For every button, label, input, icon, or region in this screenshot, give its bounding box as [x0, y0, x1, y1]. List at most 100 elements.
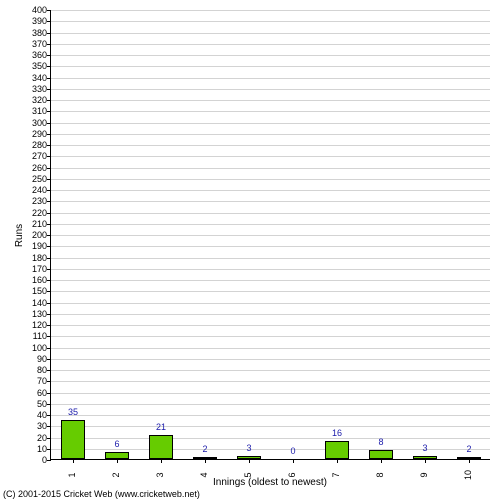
- xtick-mark: [293, 459, 294, 463]
- gridline: [51, 426, 490, 427]
- gridline: [51, 246, 490, 247]
- gridline: [51, 55, 490, 56]
- gridline: [51, 235, 490, 236]
- ytick-mark: [47, 100, 51, 101]
- ytick-label: 340: [32, 73, 47, 83]
- gridline: [51, 78, 490, 79]
- ytick-mark: [47, 336, 51, 337]
- ytick-label: 50: [37, 399, 47, 409]
- ytick-label: 90: [37, 354, 47, 364]
- ytick-label: 170: [32, 264, 47, 274]
- ytick-mark: [47, 145, 51, 146]
- xtick-label: 2: [111, 470, 121, 480]
- ytick-label: 10: [37, 444, 47, 454]
- ytick-mark: [47, 258, 51, 259]
- xtick-label: 6: [287, 470, 297, 480]
- bar: [413, 456, 437, 459]
- ytick-mark: [47, 89, 51, 90]
- ytick-label: 250: [32, 174, 47, 184]
- ytick-mark: [47, 314, 51, 315]
- ytick-mark: [47, 269, 51, 270]
- ytick-mark: [47, 213, 51, 214]
- ytick-label: 320: [32, 95, 47, 105]
- ytick-label: 230: [32, 196, 47, 206]
- ytick-label: 60: [37, 388, 47, 398]
- ytick-mark: [47, 291, 51, 292]
- ytick-mark: [47, 44, 51, 45]
- xtick-mark: [425, 459, 426, 463]
- xtick-mark: [381, 459, 382, 463]
- xtick-label: 3: [155, 470, 165, 480]
- xtick-mark: [73, 459, 74, 463]
- gridline: [51, 111, 490, 112]
- ytick-label: 300: [32, 118, 47, 128]
- gridline: [51, 370, 490, 371]
- gridline: [51, 190, 490, 191]
- xtick-label: 4: [199, 470, 209, 480]
- ytick-mark: [47, 393, 51, 394]
- gridline: [51, 393, 490, 394]
- gridline: [51, 381, 490, 382]
- ytick-mark: [47, 235, 51, 236]
- gridline: [51, 359, 490, 360]
- gridline: [51, 404, 490, 405]
- bar-value-label: 3: [422, 443, 427, 453]
- bar-value-label: 16: [332, 428, 342, 438]
- ytick-label: 40: [37, 410, 47, 420]
- ytick-label: 160: [32, 275, 47, 285]
- ytick-mark: [47, 55, 51, 56]
- ytick-mark: [47, 449, 51, 450]
- gridline: [51, 21, 490, 22]
- ytick-mark: [47, 303, 51, 304]
- ytick-label: 70: [37, 376, 47, 386]
- bar: [457, 457, 481, 459]
- xtick-mark: [337, 459, 338, 463]
- gridline: [51, 123, 490, 124]
- gridline: [51, 415, 490, 416]
- ytick-mark: [47, 415, 51, 416]
- ytick-mark: [47, 325, 51, 326]
- gridline: [51, 348, 490, 349]
- gridline: [51, 280, 490, 281]
- bar-value-label: 0: [290, 446, 295, 456]
- ytick-mark: [47, 190, 51, 191]
- ytick-mark: [47, 426, 51, 427]
- bar: [105, 452, 129, 459]
- ytick-mark: [47, 201, 51, 202]
- gridline: [51, 10, 490, 11]
- ytick-mark: [47, 168, 51, 169]
- xtick-label: 7: [331, 470, 341, 480]
- ytick-label: 390: [32, 16, 47, 26]
- ytick-label: 190: [32, 241, 47, 251]
- xtick-mark: [469, 459, 470, 463]
- bar: [149, 435, 173, 459]
- ytick-mark: [47, 381, 51, 382]
- chart-area: 3562123016832: [50, 10, 490, 460]
- ytick-mark: [47, 123, 51, 124]
- ytick-mark: [47, 179, 51, 180]
- ytick-label: 180: [32, 253, 47, 263]
- gridline: [51, 156, 490, 157]
- bar-value-label: 8: [378, 437, 383, 447]
- ytick-label: 120: [32, 320, 47, 330]
- xtick-mark: [205, 459, 206, 463]
- ytick-label: 110: [33, 331, 47, 341]
- gridline: [51, 325, 490, 326]
- ytick-label: 350: [32, 61, 47, 71]
- gridline: [51, 134, 490, 135]
- ytick-mark: [47, 134, 51, 135]
- ytick-mark: [47, 78, 51, 79]
- bar-value-label: 2: [202, 444, 207, 454]
- ytick-label: 150: [32, 286, 47, 296]
- bar: [325, 441, 349, 459]
- xtick-label: 8: [375, 470, 385, 480]
- bar-value-label: 3: [246, 443, 251, 453]
- ytick-label: 260: [32, 163, 47, 173]
- ytick-label: 240: [32, 185, 47, 195]
- ytick-mark: [47, 10, 51, 11]
- gridline: [51, 89, 490, 90]
- gridline: [51, 224, 490, 225]
- bar-value-label: 2: [466, 444, 471, 454]
- gridline: [51, 269, 490, 270]
- plot-area: 3562123016832: [50, 10, 490, 460]
